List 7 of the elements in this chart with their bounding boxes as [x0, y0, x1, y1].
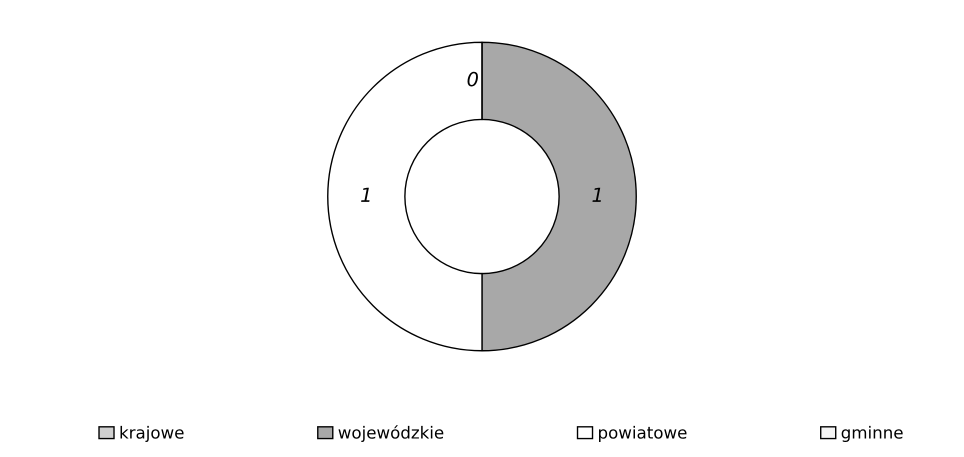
- legend-label: powiatowe: [599, 426, 686, 442]
- legend-label: krajowe: [120, 426, 184, 442]
- data-label: 1: [361, 188, 370, 202]
- legend-label: wojewódzkie: [338, 425, 444, 442]
- legend-label: gminne: [842, 426, 903, 442]
- text: 0: [468, 72, 478, 86]
- data-label: 1: [592, 188, 601, 202]
